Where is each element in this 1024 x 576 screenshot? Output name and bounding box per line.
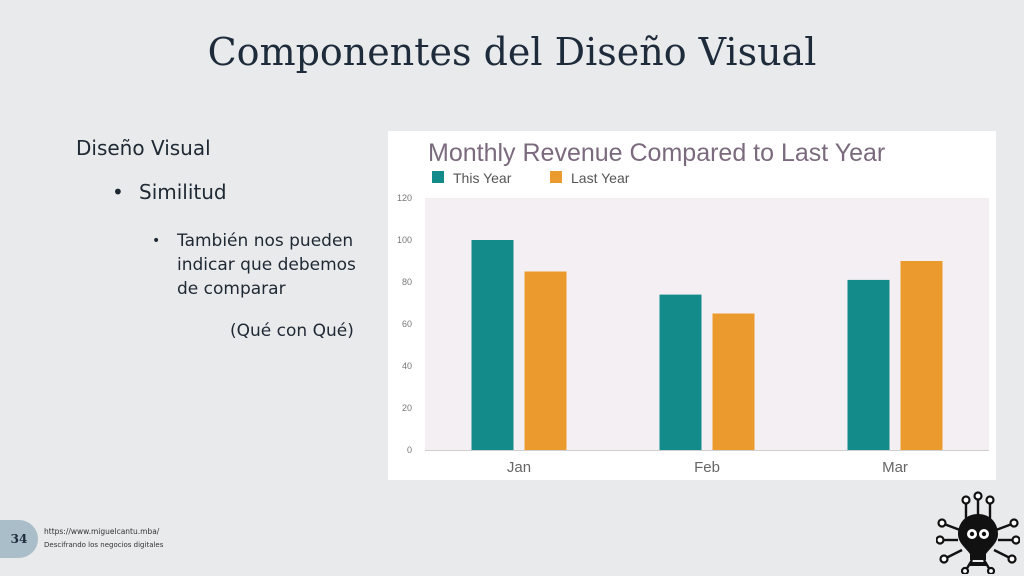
y-tick-label: 20 (402, 403, 412, 413)
bar (524, 271, 567, 450)
circuit-lightbulb-icon (936, 491, 1020, 574)
page-number: 34 (0, 520, 38, 558)
y-tick-label: 100 (397, 235, 412, 245)
y-tick-label: 40 (402, 361, 412, 371)
chart-panel: Monthly Revenue Compared to Last Year Thi… (388, 131, 996, 480)
bar (471, 240, 514, 450)
bullet-level3-text: También nos pueden indicar que debemos d… (177, 231, 356, 299)
bar (712, 313, 755, 450)
x-tick-label: Jan (507, 459, 531, 476)
y-tick-label: 120 (397, 193, 412, 203)
slide-title: Componentes del Diseño Visual (207, 30, 817, 74)
legend-label: This Year (453, 170, 512, 186)
bullet-level1: Diseño Visual (76, 136, 211, 160)
chart-title: Monthly Revenue Compared to Last Year (428, 139, 885, 167)
revenue-chart: Monthly Revenue Compared to Last Year Thi… (397, 139, 989, 476)
note-text: (Qué con Qué) (230, 321, 354, 341)
y-tick-label: 60 (402, 319, 412, 329)
y-tick-label: 80 (402, 277, 412, 287)
bullet-dot: • (152, 233, 161, 249)
x-tick-label: Mar (882, 459, 908, 476)
legend-swatch (550, 171, 562, 183)
legend-label: Last Year (571, 170, 630, 186)
bullet-dot: • (112, 180, 124, 204)
footer-url[interactable]: https://www.miguelcantu.mba/ (44, 527, 160, 536)
bar (847, 279, 890, 450)
bullet-level2-text: Similitud (139, 180, 227, 204)
plot-area (425, 198, 989, 450)
y-tick-label: 0 (407, 445, 412, 455)
bar (900, 261, 943, 450)
x-tick-label: Feb (694, 459, 720, 476)
footer-tagline: Descifrando los negocios digitales (44, 541, 164, 549)
bar (659, 294, 702, 450)
legend-swatch (432, 171, 444, 183)
